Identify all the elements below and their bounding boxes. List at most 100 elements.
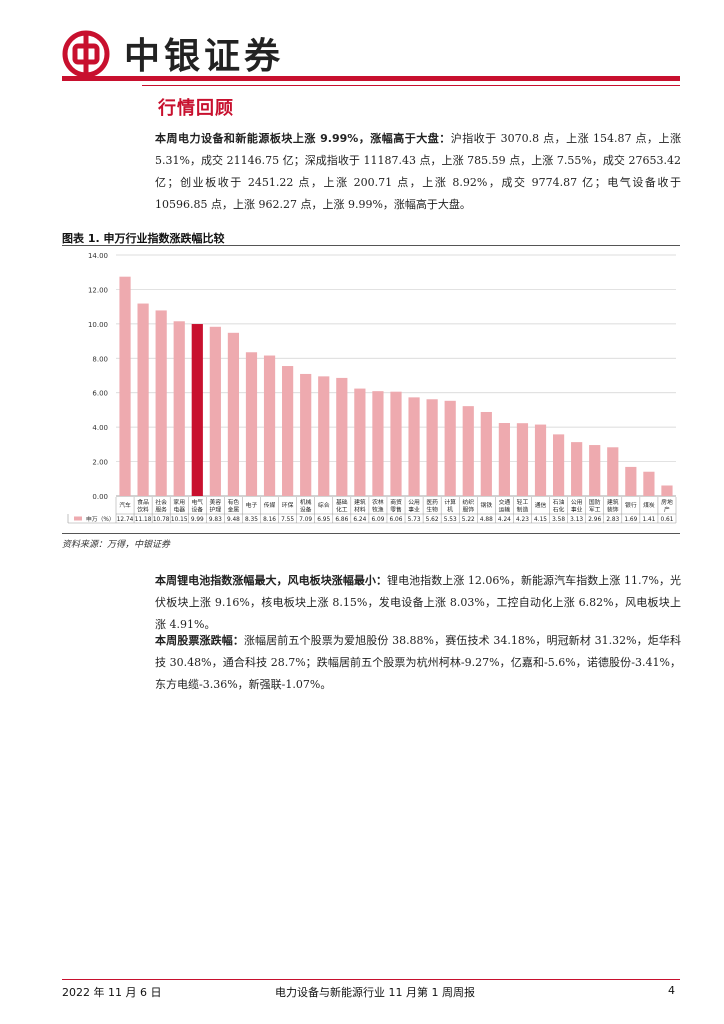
data-label: 2.83 [606,517,619,523]
bar [552,434,565,496]
footer-title: 电力设备与新能源行业 11 月第 1 周周报 [275,986,475,999]
bar [408,397,420,496]
figure-bottom-rule [62,533,680,534]
bar [462,406,474,496]
category-label: 公用 [571,499,583,506]
paragraph-body: 涨幅居前五个股票为爱旭股份 38.88%，赛伍技术 34.18%，明冠新材 31… [155,634,681,691]
category-label: 零售 [390,506,402,514]
bar [571,442,583,496]
data-label: 8.16 [263,517,276,523]
y-tick-label: 0.00 [92,493,108,501]
category-label: 家用 [173,498,185,506]
paragraph-stock-movers: 本周股票涨跌幅：涨幅居前五个股票为爱旭股份 38.88%，赛伍技术 34.18%… [155,630,681,696]
bar [607,447,619,496]
header-rule [62,76,680,81]
category-label: 银行 [625,501,637,509]
bar [661,485,673,496]
category-label: 事业 [571,506,583,514]
data-label: 9.48 [227,517,240,523]
y-tick-label: 2.00 [92,459,108,467]
bar [534,424,547,496]
data-label: 4.88 [480,517,493,523]
footer-rule [62,979,680,980]
category-label: 汽车 [119,501,131,509]
category-label: 基础 [336,498,348,506]
bar [336,377,348,496]
category-label: 环保 [282,501,294,509]
category-label: 钢铁 [481,501,493,509]
bar [245,352,258,496]
category-label: 服务 [155,506,167,514]
category-label: 美容 [210,498,222,506]
data-label: 8.35 [245,517,258,523]
bar [372,391,384,496]
bar [173,321,185,496]
category-label: 建筑 [354,498,366,506]
header-thin-rule [142,85,680,86]
category-label: 军工 [589,507,601,514]
data-label: 1.69 [624,517,637,523]
page-number: 4 [668,984,675,997]
category-label: 饮料 [137,506,149,514]
category-label: 金属 [228,506,240,514]
data-label: 9.99 [191,517,204,523]
category-label: 设备 [300,506,312,514]
y-tick-label: 14.00 [88,252,108,260]
category-label: 交通 [499,498,511,506]
brand-name: 中银证券 [124,35,285,77]
category-label: 机械 [300,498,312,506]
bar [155,310,167,496]
data-label: 11.18 [135,517,152,523]
bar [282,366,294,496]
bar [498,423,510,496]
category-label: 电气 [191,498,203,506]
category-label: 装饰 [607,506,619,514]
data-label: 7.55 [281,517,294,523]
section-title: 行情回顾 [158,98,234,119]
bar [444,400,456,496]
paragraph-body: 沪指收于 3070.8 点，上涨 154.87 点，上涨 5.31%，成交 21… [155,132,681,211]
category-label: 护理 [210,506,222,514]
data-label: 6.95 [317,517,330,523]
category-label: 有色 [228,498,240,506]
paragraph-lead: 本周电力设备和新能源板块上涨 9.99%，涨幅高于大盘： [155,132,451,145]
category-label: 电子 [246,501,258,509]
category-label: 煤炭 [643,501,655,509]
legend-label: 申万（%） [86,515,115,523]
category-label: 生物 [426,506,438,514]
category-label: 轻工 [517,498,529,506]
paragraph-market-review: 本周电力设备和新能源板块上涨 9.99%，涨幅高于大盘：沪指收于 3070.8 … [155,128,681,216]
bar [426,399,438,496]
y-tick-label: 10.00 [88,321,108,329]
bank-of-china-logo-icon [62,30,110,78]
category-label: 农林 [372,498,384,506]
data-label: 9.83 [209,517,222,523]
category-label: 电器 [173,506,185,514]
category-label: 房地 [661,498,673,506]
data-label: 4.24 [498,517,511,523]
category-label: 综合 [318,501,330,509]
bar [589,445,601,496]
category-label: 设备 [191,506,203,514]
category-label: 产 [664,506,670,514]
y-tick-label: 12.00 [88,286,108,294]
bar [625,466,637,496]
category-label: 化工 [336,506,348,514]
data-label: 5.73 [408,517,421,523]
data-label: 6.06 [390,517,403,523]
category-label: 牧渔 [372,506,384,514]
industry-index-bar-chart: 0.00 2.00 4.00 6.00 8.00 10.00 12.00 14.00 汽车 食品饮… [67,252,677,524]
bar [516,423,529,496]
paragraph-body: 锂电池指数上涨 12.06%，新能源汽车指数上涨 11.7%，光伏板块上涨 9.… [155,574,681,631]
data-label: 4.15 [534,517,547,523]
footer-date: 2022 年 11 月 6 日 [62,986,162,999]
category-label: 石化 [553,506,565,514]
category-label: 事业 [408,506,420,514]
y-tick-label: 8.00 [92,355,108,363]
data-label: 12.74 [117,517,134,523]
data-label: 6.09 [371,517,384,523]
data-label: 4.23 [516,517,529,523]
figure-source: 资料来源：万得，中银证券 [62,540,171,550]
data-label: 3.13 [570,517,583,523]
bar [354,388,366,496]
